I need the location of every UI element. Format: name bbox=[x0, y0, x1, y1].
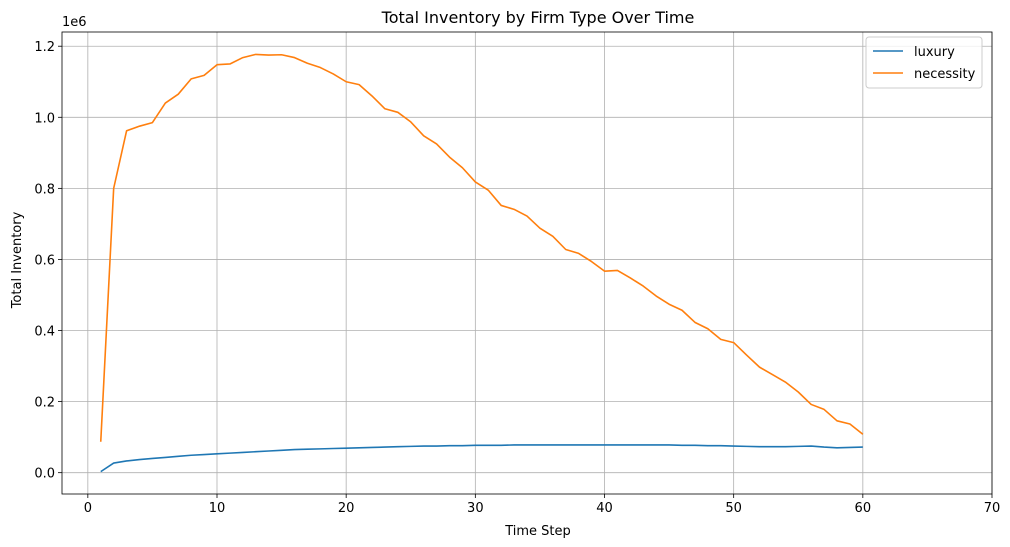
y-tick-label: 0.6 bbox=[34, 253, 55, 268]
x-tick-label: 70 bbox=[984, 501, 1001, 516]
x-tick-label: 40 bbox=[596, 501, 613, 516]
y-tick-label: 1.0 bbox=[34, 111, 55, 126]
series-line-luxury bbox=[100, 444, 863, 473]
x-axis: 0 10 20 30 40 50 60 70 bbox=[84, 494, 1001, 516]
chart-title: Total Inventory by Firm Type Over Time bbox=[381, 8, 695, 27]
y-tick-label: 1.2 bbox=[34, 40, 55, 55]
x-tick-label: 0 bbox=[84, 501, 92, 516]
x-tick-label: 60 bbox=[855, 501, 872, 516]
legend-label-luxury: luxury bbox=[914, 45, 955, 60]
y-axis-label: Total Inventory bbox=[10, 211, 25, 309]
series-layer bbox=[99, 53, 864, 473]
legend: luxury necessity bbox=[865, 36, 983, 89]
y-axis: 0.0 0.2 0.4 0.6 0.8 1.0 1.2 bbox=[34, 40, 62, 482]
y-offset-text: 1e6 bbox=[62, 15, 87, 30]
x-tick-label: 20 bbox=[338, 501, 355, 516]
grid bbox=[62, 32, 993, 494]
y-tick-label: 0.2 bbox=[34, 396, 55, 411]
y-tick-label: 0.8 bbox=[34, 182, 55, 197]
x-tick-label: 50 bbox=[725, 501, 742, 516]
x-axis-label: Time Step bbox=[504, 524, 571, 539]
x-tick-label: 10 bbox=[209, 501, 226, 516]
series-line-necessity bbox=[99, 53, 864, 442]
legend-box bbox=[865, 36, 983, 89]
plot-frame bbox=[61, 31, 993, 495]
legend-label-necessity: necessity bbox=[914, 67, 976, 82]
y-tick-label: 0.0 bbox=[34, 467, 55, 482]
x-tick-label: 30 bbox=[467, 501, 484, 516]
y-tick-label: 0.4 bbox=[34, 325, 55, 340]
